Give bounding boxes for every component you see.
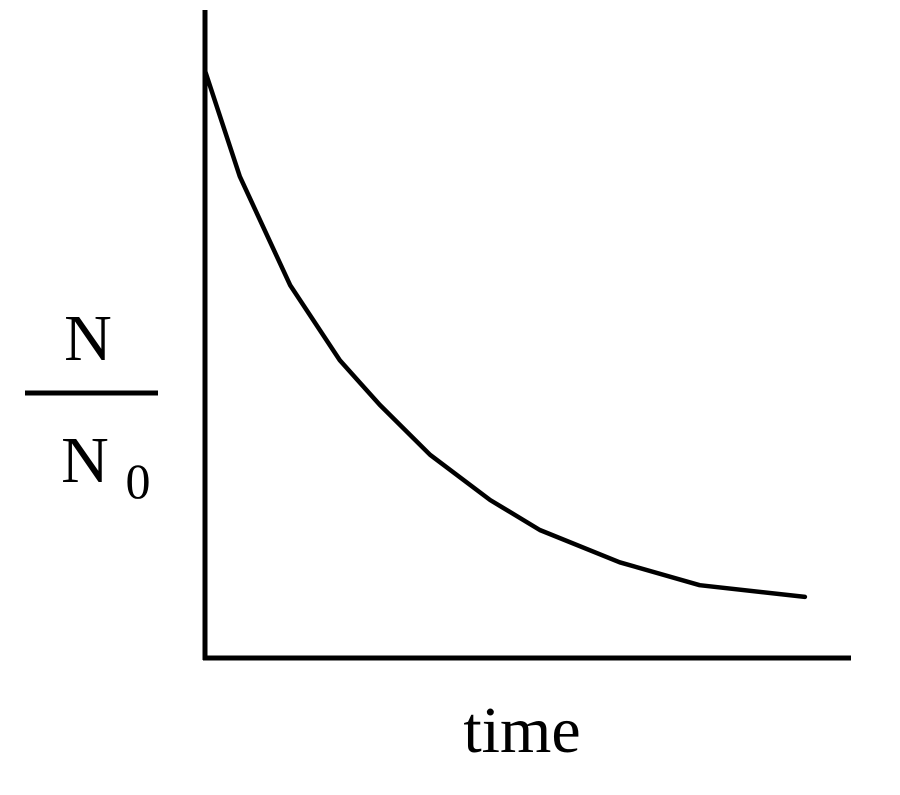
- decay-curve: [202, 68, 808, 600]
- y-label-numerator: N: [64, 302, 112, 375]
- y-label-subscript: 0: [126, 453, 151, 509]
- y-label-denominator: N: [61, 424, 109, 497]
- x-axis-label: time: [463, 694, 580, 767]
